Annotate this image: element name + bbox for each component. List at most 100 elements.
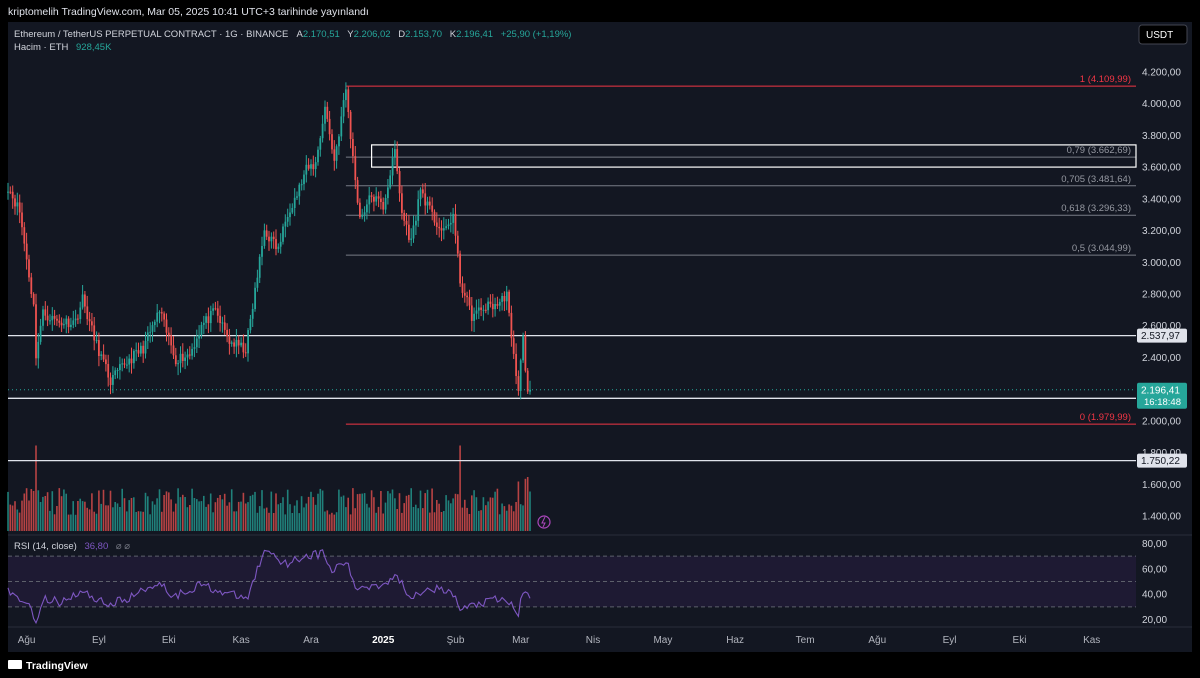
- volume-bar: [70, 514, 72, 531]
- candle-body: [105, 359, 107, 365]
- volume-bar: [91, 493, 93, 531]
- time-tick-label: Tem: [796, 635, 815, 646]
- candle-body: [510, 312, 513, 339]
- volume-bar: [151, 501, 154, 531]
- candle-body: [452, 213, 455, 223]
- svg-text:USDT: USDT: [1146, 30, 1173, 41]
- lightning-icon[interactable]: [537, 515, 551, 529]
- volume-bar: [39, 502, 42, 531]
- level-price-tag: 2.537,97: [1137, 328, 1187, 343]
- candle-body: [219, 315, 221, 323]
- volume-bar: [333, 514, 336, 531]
- candle-body: [310, 164, 312, 169]
- candle-body: [261, 246, 263, 257]
- volume-bar: [366, 503, 368, 531]
- volume-bar: [436, 500, 438, 531]
- volume-bar: [184, 497, 186, 531]
- volume-bar: [65, 493, 67, 531]
- candle-body: [216, 308, 219, 316]
- candle-body: [433, 211, 436, 223]
- candle-body: [63, 324, 65, 326]
- volume-bar: [398, 493, 401, 531]
- candle-body: [142, 345, 145, 354]
- volume-bar: [123, 498, 126, 531]
- currency-button[interactable]: USDT: [1138, 24, 1188, 45]
- candle-body: [144, 340, 147, 354]
- volume-bar: [119, 507, 121, 531]
- candle-body: [30, 277, 33, 294]
- candle-body: [39, 325, 42, 342]
- time-tick-label: Eki: [162, 635, 176, 646]
- candle-body: [58, 320, 61, 323]
- volume-bar: [226, 505, 228, 531]
- time-tick-label: Nis: [586, 635, 600, 646]
- price-tick-label: 2.800,00: [1142, 290, 1181, 301]
- volume-bar: [391, 489, 394, 531]
- volume-bar: [67, 514, 70, 531]
- volume-bar: [121, 488, 123, 531]
- candle-body: [454, 213, 457, 236]
- volume-bar: [445, 495, 447, 531]
- volume-bar: [230, 489, 233, 531]
- volume-bar: [170, 499, 172, 531]
- candle-body: [361, 214, 364, 218]
- candle-body: [282, 226, 284, 242]
- candle-body: [181, 353, 184, 361]
- candle-body: [398, 171, 401, 194]
- volume-bar: [324, 511, 326, 531]
- volume-bar: [88, 509, 91, 531]
- candle-body: [422, 189, 424, 194]
- symbol-name: Ethereum / TetherUS PERPETUAL CONTRACT ·…: [14, 29, 288, 40]
- volume-bar: [519, 504, 522, 531]
- volume-bar: [49, 510, 51, 531]
- volume-bar: [279, 503, 282, 531]
- volume-bar: [340, 496, 343, 531]
- candle-body: [18, 202, 21, 213]
- volume-bar: [168, 492, 170, 531]
- candle-body: [77, 318, 79, 320]
- candle-body: [382, 202, 385, 210]
- volume-bar: [84, 501, 86, 531]
- candle-body: [86, 306, 89, 320]
- volume-bar: [431, 488, 433, 531]
- fibonacci-retracement: 1 (4.109,99) 0,79 (3.662,69) 0,705 (3.481,…: [345, 74, 1137, 425]
- volume-bar: [137, 511, 140, 531]
- candle-body: [438, 226, 441, 229]
- candle-body: [524, 335, 527, 371]
- volume-bar: [154, 504, 156, 531]
- candle-body: [286, 217, 289, 222]
- tradingview-logo[interactable]: TradingView: [8, 660, 88, 672]
- candle-body: [526, 370, 529, 392]
- volume-bar: [461, 507, 464, 531]
- volume-bar: [526, 477, 529, 531]
- volume-bar: [209, 493, 212, 531]
- candle-body: [363, 212, 366, 215]
- candle-body: [375, 196, 378, 202]
- volume-bar: [524, 478, 527, 531]
- candle-body: [435, 222, 438, 227]
- volume-bar: [9, 504, 12, 531]
- volume-bar: [389, 493, 391, 531]
- candle-body: [503, 296, 506, 302]
- fib-label: 0 (1.979,99): [1080, 412, 1131, 423]
- candle-body: [240, 342, 242, 346]
- volume-bar: [466, 507, 468, 531]
- volume-bar: [130, 498, 133, 531]
- candle-body: [321, 123, 324, 139]
- volume-bar: [275, 493, 277, 531]
- volume-bar: [429, 512, 431, 531]
- candle-body: [314, 162, 317, 170]
- volume-bar: [342, 495, 345, 531]
- volume-bar: [331, 512, 333, 531]
- candle-body: [7, 191, 9, 193]
- volume-bar: [212, 512, 214, 531]
- rsi-tick-label: 20,00: [1142, 615, 1167, 626]
- candle-body: [522, 335, 524, 361]
- volume-bar: [352, 488, 354, 531]
- candle-body: [463, 292, 466, 296]
- volume-bar: [396, 509, 398, 531]
- candle-body: [279, 241, 282, 247]
- volume-bar: [261, 490, 263, 531]
